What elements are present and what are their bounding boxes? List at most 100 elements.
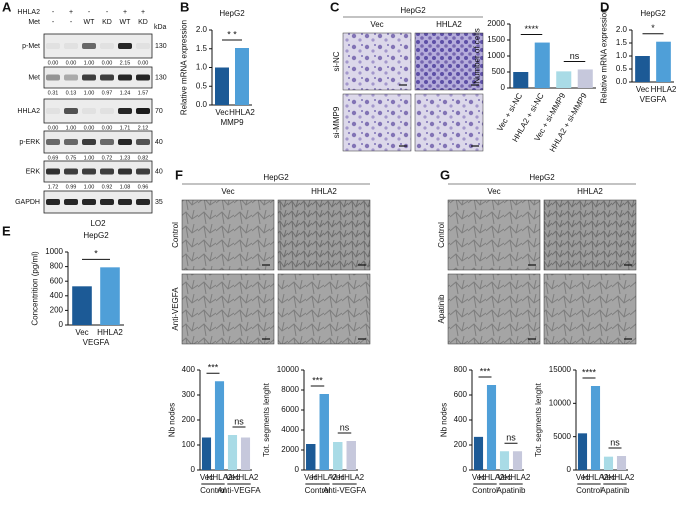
- blot-quant: 1.24: [120, 90, 131, 96]
- blot-band: [136, 108, 150, 114]
- blot-lane-label: -: [106, 9, 109, 16]
- panel-label: B: [180, 0, 189, 14]
- x-tick-label: HHLA2: [229, 108, 255, 117]
- blot-band: [118, 199, 132, 205]
- x-tick-label: Vec: [215, 108, 228, 117]
- y-tick-label: 400: [454, 415, 468, 424]
- y-tick-label: 400: [50, 291, 64, 300]
- blot-band: [136, 43, 150, 49]
- blot-quant: 0.00: [48, 60, 59, 66]
- micrograph: [447, 273, 541, 345]
- bar: [499, 451, 510, 470]
- x-tick-label: HHLA2: [651, 85, 677, 94]
- y-tick-label: 1.5: [196, 44, 208, 53]
- blot-kda: 70: [155, 108, 163, 115]
- blot-lane-label: KD: [102, 19, 112, 26]
- y-tick-label: 0: [59, 320, 64, 329]
- bar: [473, 436, 484, 470]
- blot-quant: 0.00: [102, 125, 113, 131]
- sig-label: *: [94, 249, 98, 259]
- blot-row-label: Met: [28, 74, 40, 81]
- blot-box: [43, 33, 153, 59]
- x-tick-label: HHLA2: [97, 328, 123, 337]
- chart-title: HepG2: [83, 231, 109, 240]
- blot-lane-label: -: [52, 9, 55, 16]
- y-tick-label: 4000: [281, 425, 299, 434]
- blot-band: [118, 139, 132, 145]
- group-label: Control: [200, 486, 226, 495]
- bar: [590, 386, 601, 470]
- blot-lane-label: -: [70, 19, 73, 26]
- x-tick-label: Vec: [472, 473, 485, 482]
- blot-quant: 1.08: [120, 184, 131, 190]
- sig-label: *: [651, 23, 655, 33]
- blot-quant: 0.72: [102, 155, 113, 161]
- blot-row-label: p-ERK: [19, 139, 40, 146]
- blot-quant: 1.00: [84, 60, 95, 66]
- blot-unit: kDa: [154, 24, 167, 31]
- blot-quant: 2.15: [120, 60, 131, 66]
- y-tick-label: 600: [50, 276, 64, 285]
- blot-band: [100, 199, 114, 205]
- group-label: Apatinib: [497, 486, 526, 495]
- micrograph: [342, 93, 412, 152]
- y-tick-label: 2000: [281, 445, 299, 454]
- x-tick-label: Vec: [200, 473, 213, 482]
- blot-box: [43, 98, 153, 124]
- row-label: Apatinib: [437, 294, 446, 323]
- blot-cell-line: LO2: [90, 219, 106, 228]
- panel-label: A: [2, 0, 12, 14]
- blot-band: [82, 108, 96, 114]
- blot-quant: 1.00: [84, 90, 95, 96]
- micrograph: [342, 32, 412, 91]
- blot-band: [118, 74, 132, 81]
- group-label: Control: [472, 486, 498, 495]
- blot-quant: 1.00: [84, 155, 95, 161]
- sig-label: ns: [234, 416, 244, 426]
- y-tick-label: 10000: [277, 365, 300, 374]
- blot-box: [43, 160, 153, 183]
- y-tick-label: 0.0: [616, 77, 628, 86]
- blot-lane-label: +: [141, 9, 145, 16]
- bar: [512, 451, 523, 470]
- blot-box: [43, 130, 153, 154]
- blot-band: [64, 168, 78, 175]
- y-tick-label: 500: [492, 67, 506, 76]
- blot-header-label: HHLA2: [17, 9, 40, 16]
- blot-quant: 0.75: [66, 155, 77, 161]
- micrograph: [543, 199, 637, 271]
- sig-label: ***: [208, 363, 219, 373]
- blot-band: [82, 139, 96, 145]
- blot-lane-label: -: [88, 9, 91, 16]
- blot-band: [118, 43, 132, 49]
- blot-band: [64, 108, 78, 114]
- micrograph: [277, 199, 371, 271]
- y-tick-label: 600: [454, 390, 468, 399]
- blot-quant: 1.72: [48, 184, 59, 190]
- blot-band: [64, 43, 78, 49]
- micrograph: [447, 199, 541, 271]
- blot-lane-label: WT: [120, 19, 132, 26]
- image-grid-title: HepG2: [263, 173, 289, 182]
- blot-quant: 0.00: [102, 60, 113, 66]
- group-label: Apatinib: [601, 486, 630, 495]
- y-axis-label: Tot. segments lenght: [262, 382, 271, 457]
- y-tick-label: 2.0: [196, 25, 208, 34]
- y-tick-label: 800: [50, 262, 64, 271]
- chart-title: HepG2: [640, 9, 666, 18]
- y-tick-label: 0.5: [196, 81, 208, 90]
- blot-row-label: GAPDH: [15, 199, 40, 206]
- blot-quant: 2.12: [138, 125, 149, 131]
- sig-label: * *: [227, 29, 237, 39]
- blot-band: [100, 43, 114, 49]
- bar: [616, 456, 627, 470]
- blot-band: [46, 74, 60, 81]
- row-label: Anti-VEGFA: [171, 287, 180, 331]
- bar: [72, 286, 92, 325]
- panel-label: E: [2, 223, 11, 238]
- y-tick-label: 400: [182, 365, 196, 374]
- y-tick-label: 6000: [281, 405, 299, 414]
- blot-band: [136, 139, 150, 145]
- blot-band: [118, 108, 132, 114]
- blot-quant: 0.13: [66, 90, 77, 96]
